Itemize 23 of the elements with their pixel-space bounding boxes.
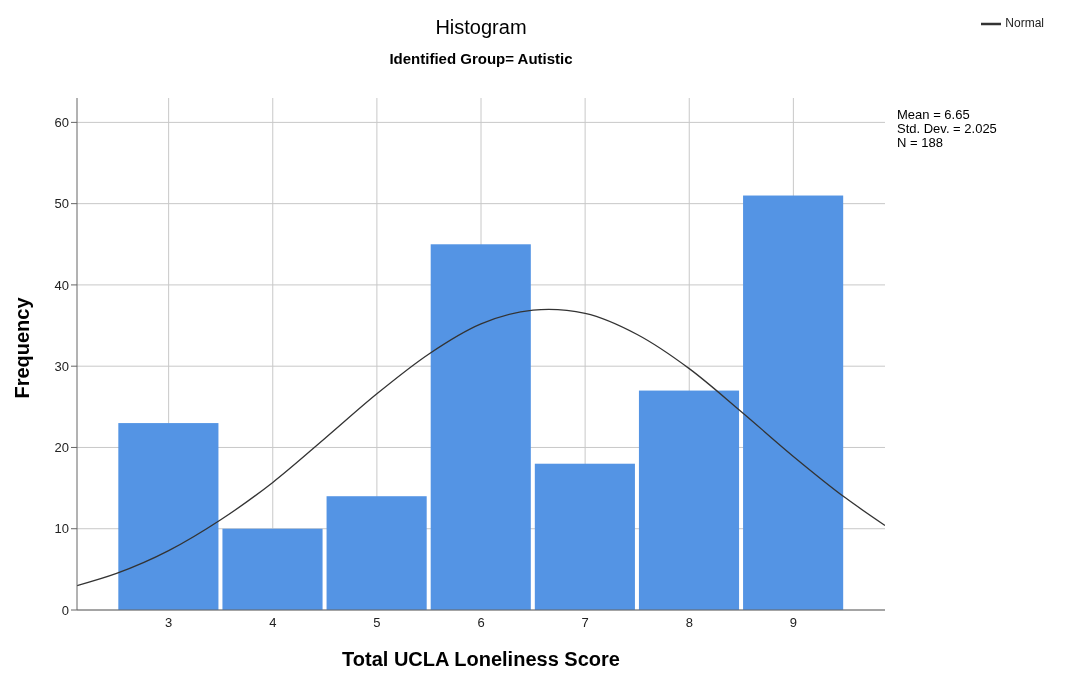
x-tick-label: 9 (789, 615, 797, 631)
x-tick-label: 3 (165, 615, 173, 631)
y-tick-label: 0 (61, 602, 69, 618)
y-tick-label: 60 (54, 115, 69, 130)
x-tick-label: 7 (581, 615, 589, 631)
x-tick-label: 4 (269, 615, 277, 631)
y-tick-label: 30 (54, 358, 69, 374)
legend-label: Normal (1005, 16, 1044, 31)
y-tick-label: 40 (54, 277, 69, 293)
text: Std. Dev. = 2.025 (897, 121, 997, 136)
x-tick-label: 8 (685, 615, 693, 631)
text: N = 188 (897, 135, 944, 150)
y-axis-title: Frequency (10, 297, 34, 399)
x-tick-label: 6 (477, 615, 485, 631)
text: Mean = 6.65 (897, 107, 971, 122)
y-tick-label: 10 (54, 521, 69, 537)
chart-subtitle: Identified Group= Autistic (388, 50, 574, 67)
chart-title: Histogram (434, 16, 528, 39)
y-tick-label: 50 (54, 196, 69, 212)
line-series (77, 308, 885, 587)
x-tick-label: 5 (373, 615, 381, 631)
y-tick-label: 20 (54, 440, 69, 456)
x-axis-title: Total UCLA Loneliness Score (341, 648, 621, 671)
